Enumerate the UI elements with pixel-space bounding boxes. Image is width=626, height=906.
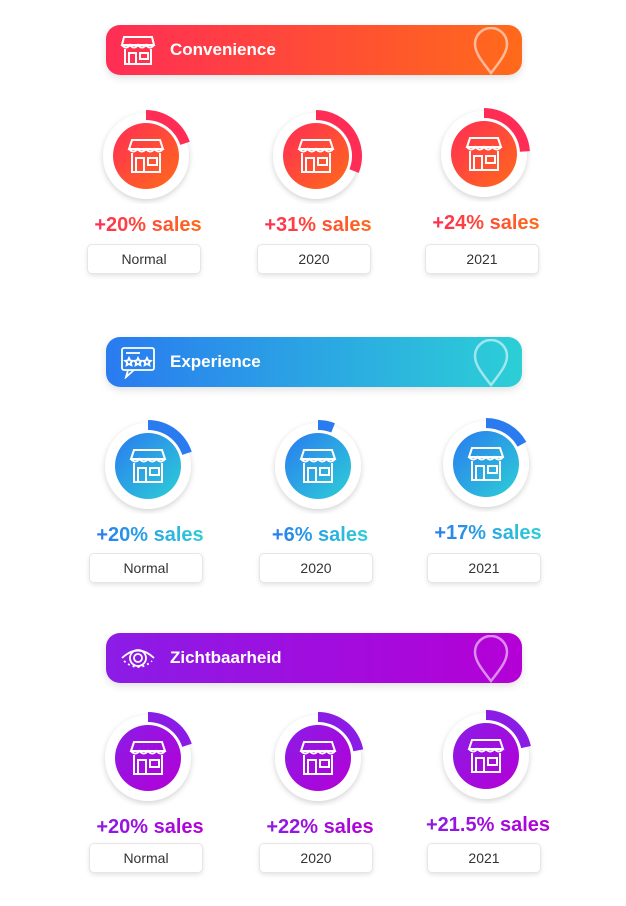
progress-dial [436, 408, 540, 512]
progress-arc [486, 418, 527, 447]
progress-dial [436, 700, 540, 804]
section-title: Experience [170, 352, 261, 371]
sales-value: +20% sales [96, 816, 204, 838]
sales-value: +20% sales [94, 214, 202, 236]
period-label: Normal [90, 554, 202, 582]
location-pin-icon [473, 635, 509, 683]
store-icon [467, 739, 505, 773]
storefront-icon [120, 36, 156, 65]
progress-dial [268, 410, 372, 514]
store-icon [127, 139, 165, 173]
store-icon [299, 741, 337, 775]
sales-value: +24% sales [432, 212, 540, 234]
store-icon [129, 449, 167, 483]
banner: Zichtbaarheid [106, 633, 522, 683]
period-label: 2020 [260, 844, 372, 872]
sales-value: +20% sales [96, 524, 204, 546]
progress-arc [486, 710, 531, 749]
progress-dial [266, 100, 370, 204]
sales-value: +22% sales [266, 816, 374, 838]
progress-arc [484, 108, 530, 152]
period-label: 2020 [258, 245, 370, 273]
sales-value: +31% sales [264, 214, 372, 236]
store-icon [299, 449, 337, 483]
banner: Convenience [106, 25, 522, 75]
progress-arc [318, 712, 364, 752]
progress-arc [316, 110, 362, 173]
eye-icon [121, 649, 155, 668]
sales-value: +21.5% sales [426, 814, 550, 836]
progress-dial [434, 98, 538, 202]
location-pin-icon [473, 27, 509, 75]
store-icon [297, 139, 335, 173]
period-label: Normal [90, 844, 202, 872]
period-label: Normal [88, 245, 200, 273]
section-title: Convenience [170, 40, 276, 59]
sales-value: +17% sales [434, 522, 542, 544]
period-label: 2020 [260, 554, 372, 582]
progress-arc [318, 420, 335, 433]
progress-arc [146, 110, 190, 145]
location-pin-icon [473, 339, 509, 387]
progress-arc [148, 420, 192, 455]
store-icon [129, 741, 167, 775]
store-icon [465, 137, 503, 171]
period-label: 2021 [428, 554, 540, 582]
progress-arc [148, 712, 192, 747]
store-icon [467, 447, 505, 481]
period-label: 2021 [426, 245, 538, 273]
progress-dial [96, 100, 200, 204]
section-title: Zichtbaarheid [170, 648, 282, 667]
review-stars-icon [121, 347, 155, 379]
sales-value: +6% sales [271, 524, 369, 546]
progress-dial [98, 410, 202, 514]
progress-dial [268, 702, 372, 806]
progress-dial [98, 702, 202, 806]
banner: Experience [106, 337, 522, 387]
period-label: 2021 [428, 844, 540, 872]
